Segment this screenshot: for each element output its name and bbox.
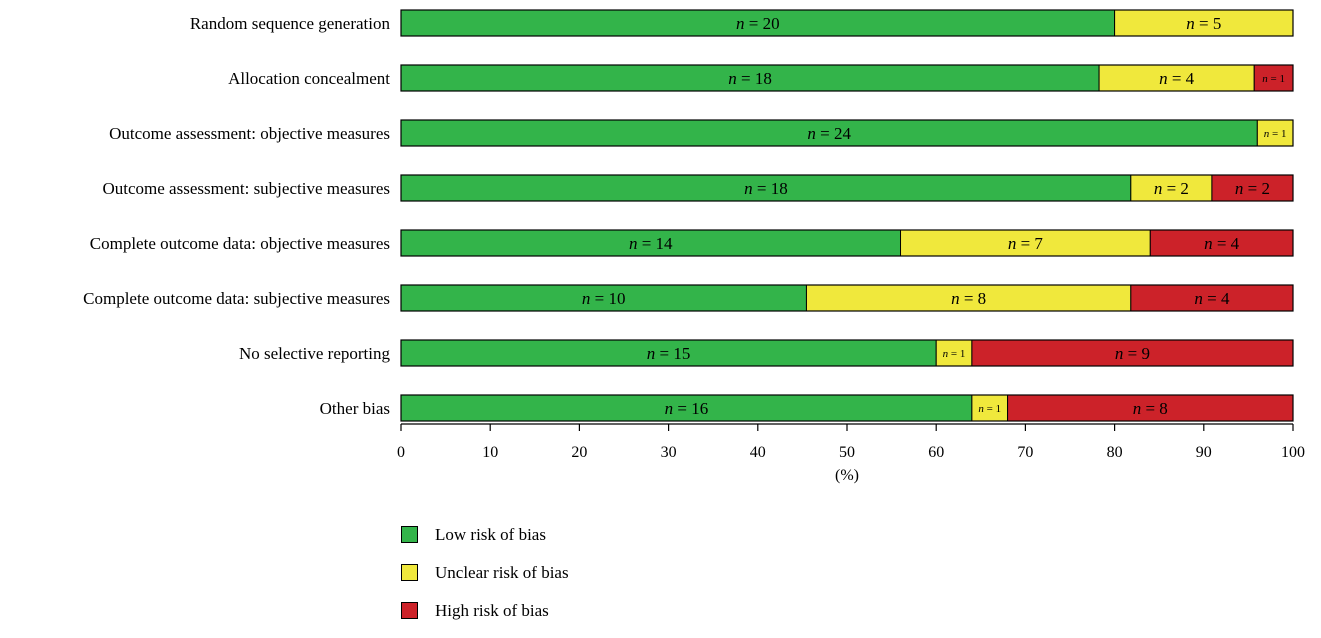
x-axis: 0 10 20 30 40 50 60 70 80 90 100 (%): [397, 423, 1305, 484]
bar-data-label: n = 14: [629, 234, 673, 253]
x-tick-label: 20: [571, 444, 587, 461]
bar-segment: [971, 394, 1009, 422]
bar-segment: [1149, 229, 1294, 257]
legend-label-low: Low risk of bias: [435, 524, 546, 544]
bars: n = 20 n = 5 n = 18 n = 4 n = 1 n = 24 n = 1 n …: [400, 9, 1294, 422]
bar-outline: [400, 284, 1294, 312]
bar-data-label: n = 2: [1154, 179, 1189, 198]
bar-data-label: n = 1: [1262, 73, 1285, 85]
bar-data-label: n = 8: [1133, 399, 1168, 418]
bar-data-label: n = 5: [1186, 14, 1221, 33]
x-tick-label: 100: [1281, 444, 1305, 461]
stacked-bar-chart: Random sequence generation Allocation con…: [83, 9, 1305, 484]
bar-segment: [971, 339, 1294, 367]
category-label: Random sequence generation: [190, 14, 391, 33]
bar-outline: [400, 339, 1294, 367]
bar-data-label: n = 9: [1115, 344, 1150, 363]
bar-data-label: n = 15: [647, 344, 691, 363]
category-label: Outcome assessment: subjective measures: [102, 179, 390, 198]
bar-outline: [400, 394, 1294, 422]
x-tick-label: 30: [661, 444, 677, 461]
bar-segment: [1256, 119, 1294, 147]
category-label: Allocation concealment: [228, 69, 390, 88]
bar-outline: [400, 174, 1294, 202]
bar-data-label: n = 4: [1204, 234, 1240, 253]
bar-segment: [900, 229, 1151, 257]
bar-outline: [400, 64, 1294, 92]
bar-data-label: n = 18: [728, 69, 772, 88]
legend-item-unclear: Unclear risk of bias: [401, 562, 569, 583]
legend: Low risk of bias Unclear risk of bias Hi…: [401, 524, 569, 638]
x-tick-label: 80: [1107, 444, 1123, 461]
x-tick-label: 60: [928, 444, 944, 461]
x-tick-label: 50: [839, 444, 855, 461]
category-label: Complete outcome data: objective measure…: [90, 234, 390, 253]
legend-item-high: High risk of bias: [401, 600, 569, 621]
bar-data-label: n = 4: [1194, 289, 1230, 308]
bar-segment: [1130, 284, 1294, 312]
category-label: Other bias: [320, 399, 390, 418]
bar-outline: [400, 9, 1294, 37]
x-tick-label: 0: [397, 444, 405, 461]
bar-segment: [400, 9, 1116, 37]
legend-swatch-unclear: [401, 564, 418, 581]
x-tick-label: 70: [1017, 444, 1033, 461]
bar-data-label: n = 2: [1235, 179, 1270, 198]
bar-data-label: n = 16: [665, 399, 709, 418]
legend-swatch-high: [401, 602, 418, 619]
bar-data-label: n = 10: [582, 289, 626, 308]
bar-data-label: n = 18: [744, 179, 788, 198]
bar-segment: [1114, 9, 1294, 37]
bar-segment: [400, 119, 1258, 147]
x-tick-label: 10: [482, 444, 498, 461]
x-tick-label: 90: [1196, 444, 1212, 461]
legend-label-high: High risk of bias: [435, 600, 549, 620]
legend-label-unclear: Unclear risk of bias: [435, 562, 569, 582]
category-label: Complete outcome data: subjective measur…: [83, 289, 390, 308]
bar-data-label: n = 8: [951, 289, 986, 308]
bar-segment: [400, 284, 807, 312]
bar-data-label: n = 1: [1264, 128, 1287, 140]
bar-outline: [400, 229, 1294, 257]
category-label: No selective reporting: [239, 344, 391, 363]
bar-data-label: n = 20: [736, 14, 780, 33]
bar-data-label: n = 1: [943, 348, 966, 360]
legend-swatch-low: [401, 526, 418, 543]
x-ticks: 0 10 20 30 40 50 60 70 80 90 100: [397, 424, 1305, 461]
bar-segment: [935, 339, 973, 367]
category-label: Outcome assessment: objective measures: [109, 124, 390, 143]
legend-item-low: Low risk of bias: [401, 524, 569, 545]
bar-segment: [1130, 174, 1213, 202]
x-axis-title: (%): [835, 467, 859, 484]
bar-data-label: n = 1: [978, 403, 1001, 415]
category-labels: Random sequence generation Allocation con…: [83, 14, 390, 418]
bar-data-label: n = 4: [1159, 69, 1195, 88]
bar-segment: [400, 339, 937, 367]
bar-data-label: n = 7: [1008, 234, 1044, 253]
bar-data-label: n = 24: [807, 124, 851, 143]
x-tick-label: 40: [750, 444, 766, 461]
bar-outline: [400, 119, 1294, 147]
